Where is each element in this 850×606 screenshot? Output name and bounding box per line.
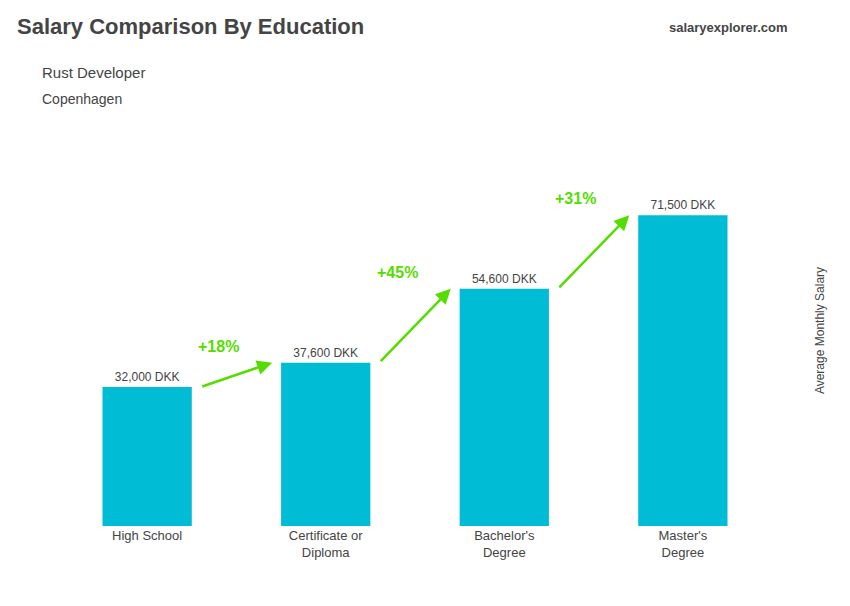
svg-text:salaryexplorer.com: salaryexplorer.com bbox=[669, 20, 788, 35]
svg-text:Certificate orDiploma: Certificate orDiploma bbox=[289, 528, 363, 560]
svg-text:Copenhagen: Copenhagen bbox=[42, 91, 122, 107]
svg-text:+31%: +31% bbox=[555, 190, 596, 207]
svg-text:Bachelor'sDegree: Bachelor'sDegree bbox=[474, 528, 535, 560]
svg-text:Salary Comparison By Education: Salary Comparison By Education bbox=[17, 14, 364, 39]
svg-text:54,600 DKK: 54,600 DKK bbox=[472, 272, 537, 286]
svg-text:High School: High School bbox=[112, 528, 182, 543]
svg-text:+18%: +18% bbox=[198, 338, 239, 355]
svg-text:Average Monthly Salary: Average Monthly Salary bbox=[813, 267, 827, 394]
svg-text:37,600 DKK: 37,600 DKK bbox=[293, 346, 358, 360]
svg-text:Master'sDegree: Master'sDegree bbox=[659, 528, 708, 560]
svg-text:Rust Developer: Rust Developer bbox=[42, 64, 145, 81]
svg-text:+45%: +45% bbox=[377, 264, 418, 281]
svg-text:32,000 DKK: 32,000 DKK bbox=[115, 370, 180, 384]
svg-text:71,500 DKK: 71,500 DKK bbox=[650, 198, 715, 212]
